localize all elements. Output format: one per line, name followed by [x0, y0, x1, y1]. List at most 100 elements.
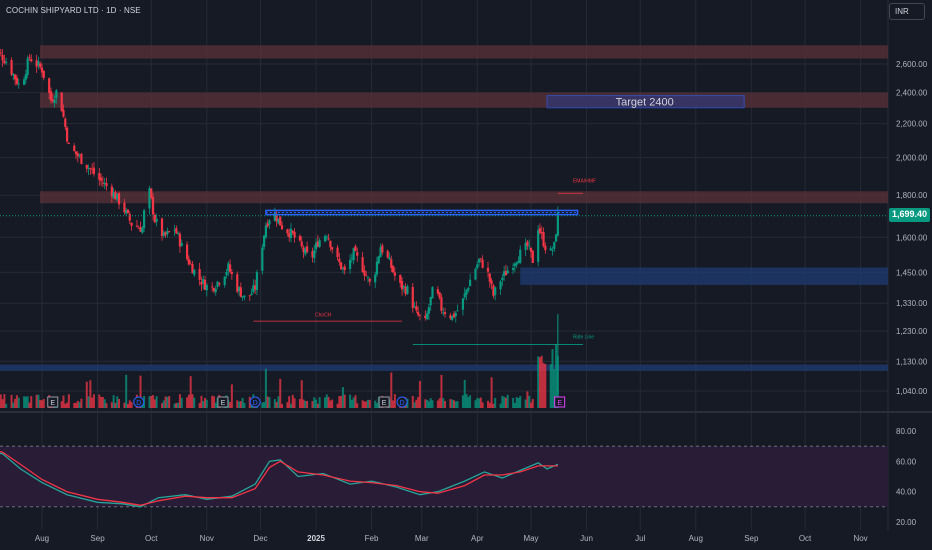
candle-body	[513, 263, 516, 267]
volume-bar	[481, 402, 484, 408]
candle-body	[180, 242, 183, 247]
candle-body	[100, 177, 103, 181]
volume-bar	[465, 394, 468, 408]
candle-body	[30, 58, 33, 62]
candle-body	[343, 266, 346, 271]
volume-bar	[66, 402, 69, 408]
price-zones	[0, 45, 888, 371]
candle-body	[291, 230, 294, 233]
volume-bar	[356, 403, 359, 408]
volume-bar	[361, 400, 364, 408]
candle-body	[92, 167, 96, 174]
candle-body	[64, 118, 67, 127]
candle-body	[218, 283, 221, 285]
volume-bars	[0, 344, 559, 408]
candle-body	[551, 250, 554, 252]
currency-button[interactable]: INR	[889, 3, 925, 20]
candle-body	[14, 74, 17, 80]
volume-bar	[193, 397, 196, 408]
volume-bar	[424, 399, 427, 408]
candle-body	[1, 55, 4, 61]
rsi-line	[0, 452, 559, 508]
candle-body	[151, 197, 155, 215]
candle-body	[325, 236, 328, 238]
time-tick-label: Nov	[853, 534, 867, 543]
candle-body	[488, 273, 491, 282]
candle-body	[148, 188, 151, 209]
candle-body	[542, 232, 545, 247]
volume-bar	[191, 394, 194, 408]
candle-body	[239, 287, 242, 297]
candle-body	[503, 271, 506, 276]
candle-body	[40, 67, 44, 73]
candle-body	[553, 241, 556, 249]
last-price-tag: 1,699.40	[889, 208, 930, 222]
volume-bar	[503, 396, 506, 408]
volume-bar	[438, 398, 441, 408]
candle-body	[288, 233, 291, 238]
volume-bar	[513, 402, 516, 408]
candle-body	[413, 306, 416, 308]
candle-body	[125, 210, 128, 214]
volume-bar	[1, 399, 4, 408]
price-tick-label: 1,800.00	[896, 191, 928, 200]
volume-bar	[212, 396, 215, 408]
candle-body	[517, 260, 520, 264]
volume-bar	[316, 403, 319, 408]
candle-body	[279, 216, 282, 226]
volume-bar	[526, 391, 529, 408]
volume-bar	[406, 398, 409, 408]
candle-body	[241, 296, 244, 298]
volume-bar	[60, 401, 63, 408]
candle-body	[300, 241, 303, 247]
volume-bar	[101, 397, 104, 408]
candle-body	[350, 258, 353, 259]
candle-body	[456, 310, 459, 312]
target-label: Target 2400	[616, 97, 674, 109]
volume-bar	[318, 397, 321, 408]
candle-body	[98, 173, 101, 180]
candle-body	[474, 268, 477, 280]
candle-body	[200, 281, 203, 285]
volume-bar	[288, 396, 291, 408]
candle-body	[443, 312, 447, 315]
volume-bar	[42, 398, 45, 408]
volume-bar	[243, 402, 246, 408]
candle-body	[481, 259, 484, 268]
price-tick-label: 1,450.00	[896, 268, 928, 277]
candle-body	[336, 247, 339, 258]
candle-body	[185, 244, 189, 260]
volume-bar	[454, 401, 457, 408]
candle-body	[110, 186, 113, 197]
volume-bar	[449, 399, 452, 408]
candle-body	[191, 263, 194, 274]
volume-bar	[187, 394, 190, 408]
axes: 2,600.00 2,400.00 2,200.00 2,000.00 1,800.00…	[35, 60, 928, 543]
volume-bar	[273, 399, 276, 408]
volume-bar	[214, 402, 217, 408]
volume-bar	[76, 400, 79, 408]
event-marker-label: D	[136, 400, 141, 407]
candle-body	[139, 227, 142, 232]
candle-body	[537, 229, 540, 262]
candle-body	[128, 213, 131, 221]
candle-body	[528, 245, 531, 247]
volume-bar	[230, 384, 233, 408]
annotation-label: EMA/HMF	[573, 178, 596, 184]
candle-body	[386, 250, 389, 258]
time-tick-label: Oct	[799, 534, 812, 543]
candle-body	[236, 274, 239, 292]
candle-body	[538, 228, 542, 233]
candle-body	[91, 169, 94, 170]
candle-body	[28, 56, 31, 58]
candle-body	[529, 247, 533, 252]
volume-bar	[26, 396, 29, 408]
volume-bar	[306, 400, 309, 408]
candle-body	[454, 312, 457, 317]
candle-body	[55, 90, 58, 99]
candle-body	[504, 271, 508, 276]
volume-bar	[73, 402, 76, 408]
candle-body	[51, 99, 54, 102]
candle-body	[266, 223, 269, 227]
event-marker-label: E	[221, 400, 226, 407]
